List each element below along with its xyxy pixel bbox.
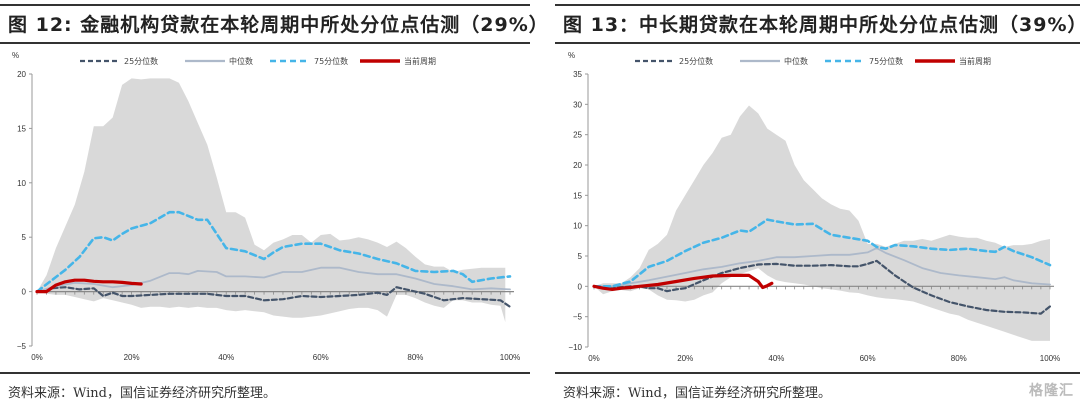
- series-line-median: [593, 247, 1051, 288]
- y-tick-label: 30: [573, 100, 582, 109]
- bottom-rule: [555, 372, 1080, 374]
- y-tick-label: 5: [578, 252, 583, 261]
- series-line-75th-percentile: [592, 218, 1052, 288]
- series-line-25th-percentile: [592, 259, 1052, 315]
- y-tick-label: −10: [568, 343, 582, 352]
- x-tick-label: 60%: [313, 353, 329, 362]
- legend-label-current: 当前周期: [404, 56, 436, 66]
- legend-label-median: 中位数: [784, 56, 808, 66]
- y-tick-label: 20: [17, 70, 26, 79]
- x-tick-label: 100%: [500, 353, 520, 362]
- x-tick-label: 100%: [1040, 354, 1060, 363]
- x-tick-label: 60%: [860, 354, 876, 363]
- x-tick-label: 0%: [31, 353, 43, 362]
- y-tick-label: −5: [17, 342, 27, 351]
- x-tick-label: 0%: [588, 354, 600, 363]
- y-tick-label: 0: [578, 282, 583, 291]
- chart-panel-figure-13: 图 13：中长期贷款在本轮周期中所处分位点估测（39%） −10 −5 0 5 10 15…: [555, 0, 1080, 406]
- source-note: 资料来源：Wind，国信证券经济研究所整理。: [8, 386, 276, 401]
- y-tick-label: 25: [573, 131, 582, 140]
- range-band-area: [594, 105, 1050, 341]
- x-tick-label: 80%: [951, 354, 967, 363]
- legend-label-p75: 75分位数: [314, 56, 348, 66]
- top-rule: [0, 4, 530, 6]
- bottom-rule: [0, 372, 530, 374]
- x-tick-label: 40%: [218, 353, 234, 362]
- y-tick-label: 35: [573, 70, 582, 79]
- series-line-current-cycle: [592, 273, 774, 291]
- legend-label-median: 中位数: [229, 56, 253, 66]
- legend-label-p75: 75分位数: [869, 56, 903, 66]
- chart-title: 图 13：中长期贷款在本轮周期中所处分位点估测（39%）: [563, 14, 1080, 36]
- watermark-logo: 格隆汇: [1029, 383, 1074, 399]
- chart-title: 图 12: 金融机构贷款在本轮周期中所处分位点估测（29%）: [8, 14, 549, 36]
- chart-panel-figure-12: 图 12: 金融机构贷款在本轮周期中所处分位点估测（29%） −5 0 5 10 15 2…: [0, 0, 548, 406]
- series-line-current-cycle: [35, 278, 143, 294]
- series-line-25th-percentile: [35, 286, 512, 308]
- y-tick-label: −5: [573, 313, 583, 322]
- x-tick-label: 80%: [407, 353, 423, 362]
- series-line-75th-percentile: [35, 210, 512, 293]
- y-tick-label: 10: [17, 179, 26, 188]
- chart-figure-12: −5 0 5 10 15 20% 0% 20% 40% 60% 80% 100% 25分位数 中位数 75分…: [12, 51, 520, 362]
- top-rule: [555, 4, 1080, 6]
- y-tick-label: 0: [22, 288, 27, 297]
- title-rule: [0, 42, 530, 44]
- y-tick-label: 15: [573, 191, 582, 200]
- y-tick-label: 5: [22, 233, 27, 242]
- x-tick-label: 20%: [677, 354, 693, 363]
- x-tick-label: 40%: [768, 354, 784, 363]
- source-note: 资料来源：Wind，国信证券经济研究所整理。: [563, 386, 831, 401]
- y-axis-unit-label: %: [568, 51, 575, 60]
- legend-label-current: 当前周期: [959, 56, 991, 66]
- y-tick-label: 20: [573, 161, 582, 170]
- chart-figure-13: −10 −5 0 5 10 15 20 25 30 35% 0% 20% 40% 60% 80% 100% 25…: [568, 51, 1060, 363]
- y-tick-label: 10: [573, 222, 582, 231]
- title-rule: [555, 42, 1080, 44]
- x-tick-label: 20%: [124, 353, 140, 362]
- legend-label-p25: 25分位数: [679, 56, 713, 66]
- legend-label-p25: 25分位数: [124, 56, 158, 66]
- y-tick-label: 15: [17, 124, 26, 133]
- y-axis-unit-label: %: [12, 51, 19, 60]
- series-line-median: [36, 266, 511, 293]
